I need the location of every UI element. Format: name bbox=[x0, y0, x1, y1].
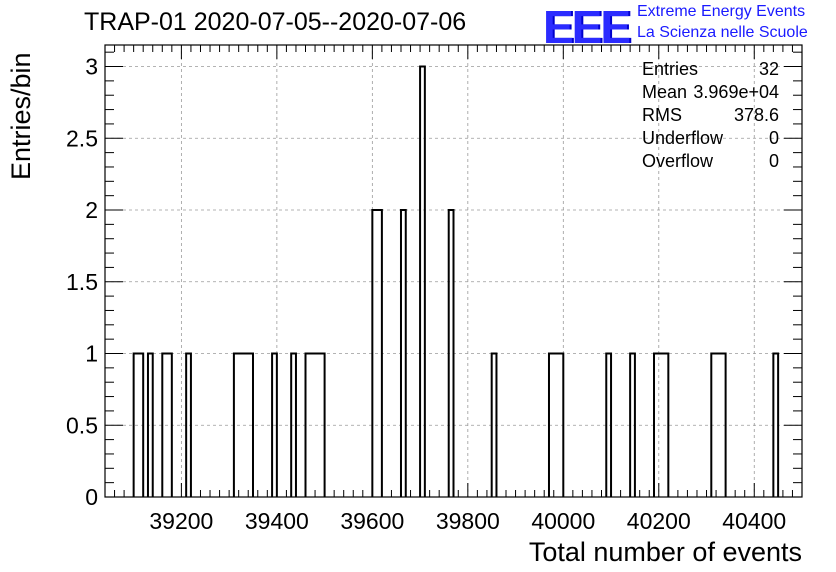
histogram-bar bbox=[399, 209, 407, 497]
histogram-bars bbox=[132, 65, 780, 497]
histogram-bar bbox=[161, 352, 173, 497]
y-tick-label: 2 bbox=[85, 197, 98, 223]
x-tick-label: 39400 bbox=[245, 508, 309, 534]
stat-label-mean: Mean bbox=[642, 82, 688, 102]
y-tick-label: 1 bbox=[85, 341, 98, 367]
x-tick-label: 39200 bbox=[149, 508, 213, 534]
stat-value-rms: 378.6 bbox=[733, 105, 779, 125]
histogram-bar bbox=[304, 352, 326, 497]
x-axis-label: Total number of events bbox=[528, 537, 802, 567]
histogram-bar bbox=[710, 352, 727, 497]
plot-frame bbox=[104, 44, 803, 498]
x-tick-label: 40000 bbox=[531, 508, 595, 534]
y-tick-label: 1.5 bbox=[66, 269, 98, 295]
brand-line-2: La Scienza nelle Scuole bbox=[637, 24, 808, 41]
histogram-bar bbox=[185, 352, 192, 497]
histogram-bar bbox=[629, 352, 636, 497]
histogram-bar bbox=[547, 352, 565, 497]
histogram-bar bbox=[146, 352, 154, 497]
histogram-bar bbox=[447, 209, 455, 497]
y-tick-label: 0 bbox=[85, 484, 98, 510]
histogram-bar bbox=[290, 352, 297, 497]
x-tick-label: 39800 bbox=[436, 508, 500, 534]
stat-value-mean: 3.969e+04 bbox=[693, 82, 779, 102]
x-tick-label: 39600 bbox=[340, 508, 404, 534]
x-tick-label: 40400 bbox=[722, 508, 786, 534]
stat-value-underflow: 0 bbox=[768, 128, 779, 148]
y-axis-label: Entries/bin bbox=[6, 52, 36, 180]
stat-value-entries: 32 bbox=[758, 59, 779, 79]
histogram-bar bbox=[419, 65, 426, 497]
histogram-bar bbox=[605, 352, 613, 497]
stat-label-entries: Entries bbox=[642, 59, 699, 79]
histogram-bar bbox=[371, 209, 383, 497]
histogram-bar bbox=[653, 352, 670, 497]
histogram-bar bbox=[232, 352, 254, 497]
x-tick-label: 40200 bbox=[627, 508, 691, 534]
histogram-bar bbox=[772, 352, 780, 497]
stat-label-underflow: Underflow bbox=[642, 128, 724, 148]
stat-value-overflow: 0 bbox=[768, 151, 779, 171]
histogram-bar bbox=[132, 352, 145, 497]
y-tick-label: 3 bbox=[85, 54, 98, 80]
histogram-bar bbox=[490, 352, 498, 497]
brand-line-1: Extreme Energy Events bbox=[637, 3, 806, 20]
histogram-bar bbox=[271, 352, 278, 497]
y-tick-label: 0.5 bbox=[66, 412, 98, 438]
axes: 39200 39400 39600 39800 40000 40200 40400 0 0.5 1… bbox=[66, 44, 803, 534]
stat-label-rms: RMS bbox=[642, 105, 682, 125]
eee-logo: EEE bbox=[543, 1, 631, 53]
y-tick-label: 2.5 bbox=[66, 125, 98, 151]
stat-label-overflow: Overflow bbox=[642, 151, 714, 171]
chart-title: TRAP-01 2020-07-05--2020-07-06 bbox=[84, 8, 467, 36]
